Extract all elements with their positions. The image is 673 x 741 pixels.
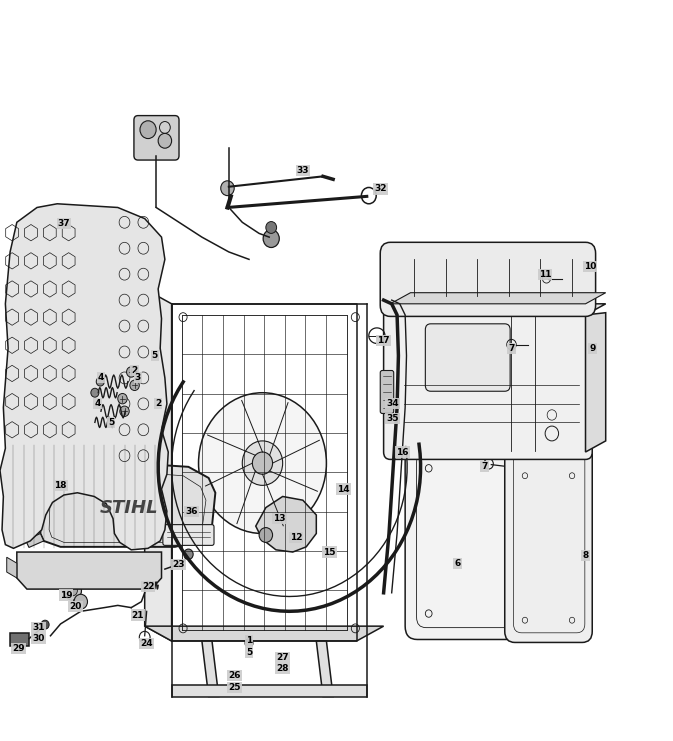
Circle shape [118,393,127,404]
Text: 2: 2 [155,399,162,408]
Polygon shape [145,626,384,641]
Circle shape [140,121,156,139]
Text: 19: 19 [60,591,72,599]
Text: 33: 33 [297,166,309,175]
Text: 27: 27 [277,653,289,662]
Circle shape [266,222,277,233]
Circle shape [158,133,172,148]
Text: 20: 20 [69,602,81,611]
Polygon shape [40,459,215,547]
Circle shape [41,620,49,629]
Circle shape [259,528,273,542]
Text: 9: 9 [589,344,596,353]
Polygon shape [26,534,44,548]
Text: 10: 10 [584,262,596,271]
Text: 18: 18 [55,481,67,490]
Circle shape [68,585,77,596]
Circle shape [91,388,99,397]
Text: 30: 30 [32,634,44,643]
Bar [10,633,29,646]
FancyBboxPatch shape [134,116,179,160]
Text: 7: 7 [508,344,515,353]
FancyBboxPatch shape [384,308,592,459]
Polygon shape [390,293,606,304]
FancyBboxPatch shape [505,442,592,642]
Text: 11: 11 [539,270,551,279]
Text: 22: 22 [142,582,154,591]
Polygon shape [145,289,172,641]
Circle shape [245,639,253,648]
FancyBboxPatch shape [425,324,510,391]
Text: 36: 36 [186,507,198,516]
Text: 17: 17 [378,336,390,345]
Text: 37: 37 [58,219,70,228]
Polygon shape [256,496,316,552]
Text: 7: 7 [481,462,488,471]
Text: 24: 24 [141,639,153,648]
Circle shape [96,377,104,386]
Text: 15: 15 [324,548,336,556]
Polygon shape [390,304,606,315]
Polygon shape [7,557,17,578]
Text: 13: 13 [273,514,285,523]
Text: 23: 23 [172,560,184,569]
Text: 8: 8 [582,551,589,560]
Text: 25: 25 [228,683,240,692]
Polygon shape [17,552,162,589]
Text: 29: 29 [13,644,25,653]
Circle shape [199,393,326,534]
Text: 5: 5 [108,418,114,427]
Text: 32: 32 [374,185,386,193]
Text: 4: 4 [94,399,101,408]
Circle shape [221,181,234,196]
Circle shape [252,452,273,474]
Text: 14: 14 [337,485,349,494]
Circle shape [184,549,193,559]
Circle shape [127,367,136,377]
Polygon shape [202,641,219,697]
Text: 35: 35 [386,414,398,423]
Circle shape [64,581,81,600]
Text: 5: 5 [246,648,252,657]
Text: 34: 34 [386,399,398,408]
Polygon shape [172,685,367,697]
Polygon shape [586,313,606,452]
Text: STIHL: STIHL [100,499,158,516]
Text: 2: 2 [131,366,138,375]
Text: 6: 6 [454,559,461,568]
Text: 16: 16 [396,448,409,456]
Text: 4: 4 [98,373,104,382]
Circle shape [242,441,283,485]
Text: 1: 1 [246,637,252,645]
FancyBboxPatch shape [405,439,561,639]
FancyBboxPatch shape [163,525,214,545]
FancyBboxPatch shape [380,370,394,413]
Text: 31: 31 [32,623,44,632]
Circle shape [74,594,87,609]
Text: 3: 3 [135,373,141,382]
Text: 26: 26 [228,671,240,680]
Text: 28: 28 [277,664,289,673]
Text: 12: 12 [290,533,302,542]
Circle shape [130,380,139,391]
FancyBboxPatch shape [380,242,596,316]
Text: 5: 5 [151,351,158,360]
Polygon shape [316,641,333,697]
Polygon shape [0,204,168,550]
Circle shape [263,230,279,247]
Text: 21: 21 [132,611,144,619]
Circle shape [120,406,129,416]
